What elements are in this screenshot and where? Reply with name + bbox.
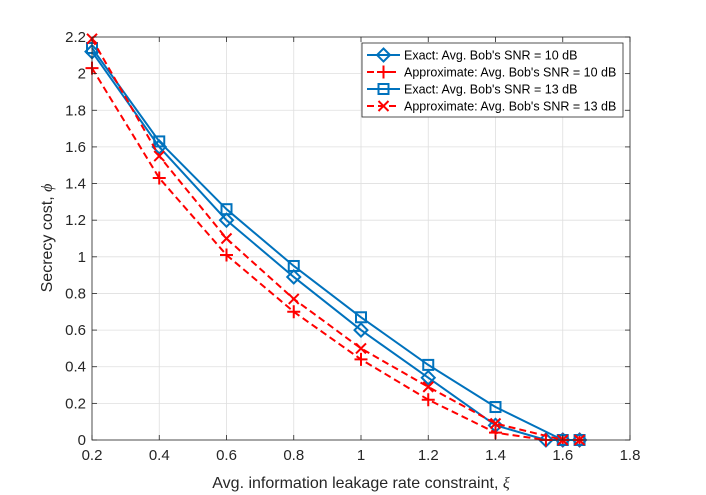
y-tick-label: 0.2 <box>65 395 86 412</box>
y-tick-label: 2.2 <box>65 29 86 46</box>
x-tick-label: 1.6 <box>552 447 573 464</box>
legend-entry: Approximate: Avg. Bob's SNR = 10 dB <box>367 65 616 80</box>
legend-entry: Exact: Avg. Bob's SNR = 10 dB <box>367 47 577 63</box>
y-tick-label: 1.4 <box>65 176 86 193</box>
y-tick-label: 2 <box>78 66 86 83</box>
legend-label: Exact: Avg. Bob's SNR = 10 dB <box>404 49 577 63</box>
data-point-marker <box>355 342 367 355</box>
y-axis-symbol: ϕ <box>39 184 56 192</box>
x-tick-label: 1 <box>357 447 365 464</box>
data-point-marker <box>489 417 502 430</box>
data-point-marker <box>220 248 233 262</box>
legend-label: Approximate: Avg. Bob's SNR = 13 dB <box>404 100 616 114</box>
data-point-marker <box>287 259 300 272</box>
data-point-marker <box>153 135 166 148</box>
data-point-marker <box>421 393 435 407</box>
series-line <box>91 38 580 441</box>
data-point-marker <box>422 358 435 371</box>
legend-marker <box>377 65 390 79</box>
x-tick-label: 1.2 <box>418 447 439 464</box>
axis-ticks: 0.2 0.4 0.6 0.8 1 1.2 1.4 1.6 1.800.20.40.60.811… <box>65 29 640 464</box>
data-point-marker <box>355 311 367 324</box>
legend-entry: Approximate: Avg. Bob's SNR = 13 dB <box>367 100 616 114</box>
legend-label: Exact: Avg. Bob's SNR = 13 dB <box>404 83 577 97</box>
x-tick-label: 0.4 <box>149 447 170 464</box>
series-2 <box>85 61 587 447</box>
data-point-marker <box>153 150 165 162</box>
data-point-marker <box>353 322 369 339</box>
data-point-marker <box>220 203 233 216</box>
legend-marker <box>377 100 390 112</box>
x-tick-label: 0.2 <box>82 447 103 464</box>
data-point-marker <box>287 305 301 319</box>
data-point-marker <box>220 232 233 245</box>
series-line <box>91 47 580 441</box>
x-tick-label: 0.8 <box>283 447 304 464</box>
y-tick-label: 0.4 <box>65 359 86 376</box>
data-point-marker <box>218 212 235 229</box>
data-point-marker <box>489 401 502 414</box>
data-point-marker <box>285 269 302 285</box>
data-point-marker <box>354 352 368 366</box>
y-tick-label: 0.6 <box>65 322 86 339</box>
data-point-marker <box>422 381 434 393</box>
legend-entry: Exact: Avg. Bob's SNR = 13 dB <box>367 83 577 97</box>
y-axis-label: Secrecy cost, ϕ <box>39 184 56 293</box>
y-tick-label: 0 <box>78 432 86 449</box>
y-tick-label: 0.8 <box>65 285 86 302</box>
x-axis-label: Avg. information leakage rate constraint… <box>212 475 510 492</box>
legend-box <box>361 42 624 118</box>
legend-marker <box>375 47 392 63</box>
x-tick-label: 0.6 <box>216 447 237 464</box>
x-axis-symbol: ξ <box>503 475 510 492</box>
y-tick-label: 1.8 <box>65 102 86 119</box>
data-point-marker <box>420 369 437 386</box>
data-point-marker <box>152 171 166 185</box>
data-point-marker <box>288 293 300 305</box>
y-tick-label: 1.2 <box>65 212 86 229</box>
y-tick-label: 1.6 <box>65 139 86 156</box>
x-tick-label: 1.8 <box>620 447 641 464</box>
legend-marker <box>377 83 390 95</box>
x-tick-label: 1.4 <box>485 447 506 464</box>
legend-label: Approximate: Avg. Bob's SNR = 10 dB <box>404 66 616 80</box>
series-line <box>91 67 580 441</box>
y-tick-label: 1 <box>78 249 86 266</box>
legend: Exact: Avg. Bob's SNR = 10 dB Approximate… <box>361 42 624 118</box>
